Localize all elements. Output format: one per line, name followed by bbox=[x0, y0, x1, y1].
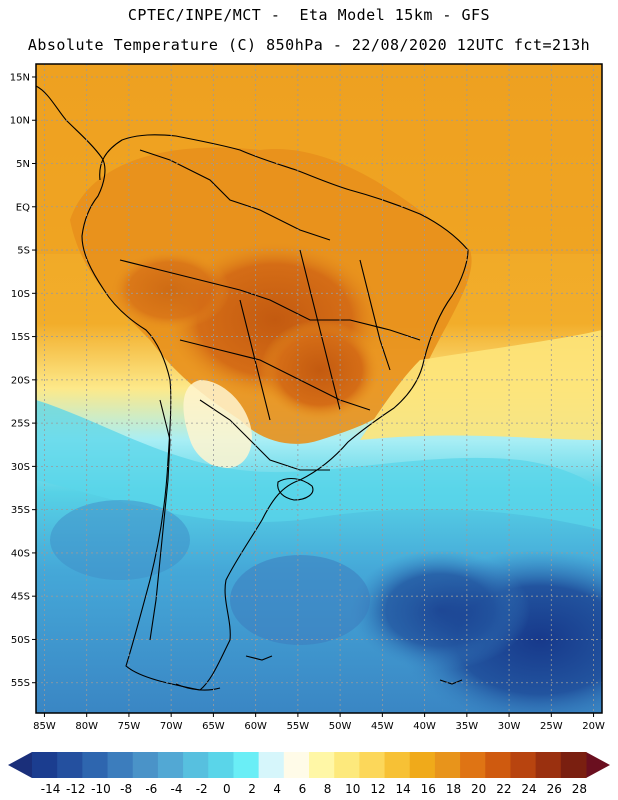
lon-tick-label: 35W bbox=[456, 721, 479, 732]
lat-tick-label: 15N bbox=[10, 72, 30, 83]
legend-color-cell bbox=[359, 752, 386, 778]
lon-tick-label: 55W bbox=[287, 721, 310, 732]
legend-color-cell bbox=[32, 752, 58, 778]
map-frame bbox=[35, 63, 603, 714]
lat-tick-label: EQ bbox=[16, 202, 30, 213]
legend-color-cell bbox=[258, 752, 285, 778]
legend-color-cell bbox=[334, 752, 360, 778]
legend-color-cell bbox=[233, 752, 260, 778]
map-title: CPTEC/INPE/MCT - Eta Model 15km - GFS bbox=[127, 6, 491, 24]
legend-color-cell bbox=[384, 752, 411, 778]
lat-tick-label: 10N bbox=[10, 116, 30, 127]
legend-color-cell bbox=[57, 752, 83, 778]
lon-tick-label: 50W bbox=[329, 721, 352, 732]
legend-color-cell bbox=[560, 752, 587, 778]
legend-tick-label: -4 bbox=[171, 782, 183, 796]
lon-tick-label: 80W bbox=[75, 721, 98, 732]
legend-tick-label: 20 bbox=[471, 782, 486, 796]
legend-color-cell bbox=[208, 752, 234, 778]
lat-tick-label: 15S bbox=[11, 332, 30, 343]
lat-tick-label: 55S bbox=[11, 678, 30, 689]
lat-tick-label: 35S bbox=[11, 505, 30, 516]
longitude-axis: 85W 80W 75W 70W 65W 60W 55W 50W 45W 40W 35W 30W 25W 2… bbox=[33, 713, 605, 732]
lon-tick-label: 70W bbox=[160, 721, 183, 732]
legend-tick-label: -8 bbox=[120, 782, 132, 796]
legend-tick-label: 8 bbox=[324, 782, 332, 796]
legend-color-cell bbox=[309, 752, 335, 778]
legend-color-cell bbox=[535, 752, 562, 778]
legend-high-arrow bbox=[586, 752, 610, 778]
lat-tick-label: 30S bbox=[11, 462, 30, 473]
lon-tick-label: 20W bbox=[582, 721, 605, 732]
legend-tick-label: 24 bbox=[521, 782, 536, 796]
lon-tick-label: 60W bbox=[244, 721, 267, 732]
lon-tick-label: 65W bbox=[202, 721, 225, 732]
temperature-map: 15N 10N 5N EQ 5S 10S 15S 20S 25S 30S 35S 40S 45S 50S 5… bbox=[10, 63, 605, 732]
legend-color-cell bbox=[510, 752, 537, 778]
legend-tick-label: 16 bbox=[421, 782, 436, 796]
lat-tick-label: 5S bbox=[17, 246, 30, 257]
legend-tick-label: 4 bbox=[273, 782, 281, 796]
lat-tick-label: 50S bbox=[11, 635, 30, 646]
legend-tick-label: 22 bbox=[496, 782, 511, 796]
legend-color-cell bbox=[434, 752, 461, 778]
legend-color-cell bbox=[157, 752, 184, 778]
legend-color-cell bbox=[82, 752, 109, 778]
legend-tick-label: 6 bbox=[299, 782, 307, 796]
legend-low-arrow bbox=[8, 752, 32, 778]
legend-color-cell bbox=[183, 752, 209, 778]
legend-tick-label: -10 bbox=[91, 782, 111, 796]
lat-tick-label: 45S bbox=[11, 592, 30, 603]
lat-tick-label: 10S bbox=[11, 289, 30, 300]
legend-tick-label: 14 bbox=[395, 782, 410, 796]
legend-color-cell bbox=[107, 752, 134, 778]
color-scale-legend: -14 -12 -10 -8 -6 -4 -2 0 2 4 6 8 10 12 14 16 18 20 22 24 26… bbox=[8, 752, 610, 796]
lat-tick-label: 5N bbox=[16, 159, 30, 170]
map-subtitle: Absolute Temperature (C) 850hPa - 22/08/… bbox=[27, 36, 591, 54]
lat-tick-label: 40S bbox=[11, 548, 30, 559]
lon-tick-label: 85W bbox=[33, 721, 56, 732]
legend-color-cell bbox=[460, 752, 486, 778]
lat-tick-label: 25S bbox=[11, 419, 30, 430]
legend-tick-label: -6 bbox=[145, 782, 157, 796]
legend-tick-label: 28 bbox=[572, 782, 587, 796]
lon-tick-label: 30W bbox=[498, 721, 521, 732]
legend-tick-label: -14 bbox=[41, 782, 61, 796]
legend-tick-label: -2 bbox=[196, 782, 208, 796]
legend-tick-label: 18 bbox=[446, 782, 461, 796]
coastlines bbox=[36, 85, 469, 691]
legend-color-cell bbox=[485, 752, 511, 778]
legend-tick-label: 0 bbox=[223, 782, 231, 796]
legend-tick-label: -12 bbox=[66, 782, 86, 796]
graticule bbox=[36, 64, 602, 713]
legend-tick-label: 26 bbox=[547, 782, 562, 796]
legend-color-cell bbox=[283, 752, 310, 778]
legend-color-cell bbox=[132, 752, 159, 778]
legend-color-cell bbox=[409, 752, 436, 778]
lon-tick-label: 40W bbox=[413, 721, 436, 732]
legend-tick-label: 2 bbox=[248, 782, 256, 796]
legend-tick-label: 12 bbox=[370, 782, 385, 796]
lat-tick-label: 20S bbox=[11, 375, 30, 386]
lon-tick-label: 25W bbox=[540, 721, 563, 732]
lon-tick-label: 45W bbox=[371, 721, 394, 732]
latitude-axis: 15N 10N 5N EQ 5S 10S 15S 20S 25S 30S 35S 40S 45S 50S 5… bbox=[10, 72, 36, 689]
legend-tick-label: 10 bbox=[345, 782, 360, 796]
lon-tick-label: 75W bbox=[118, 721, 141, 732]
